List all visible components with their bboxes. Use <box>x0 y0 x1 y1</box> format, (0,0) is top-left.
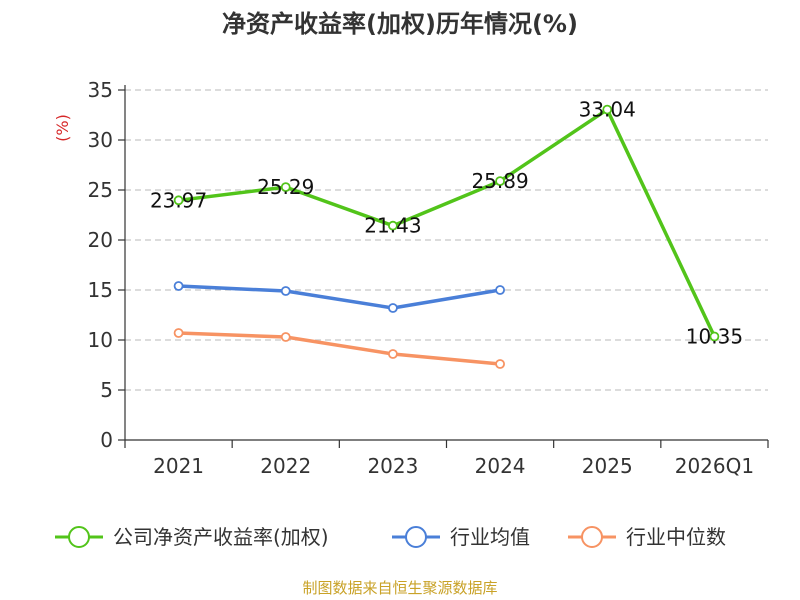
data-point-2-2021[interactable] <box>173 328 184 338</box>
series-line-0 <box>178 107 716 338</box>
data-point-1-2024[interactable] <box>495 285 505 295</box>
data-point-0-2024[interactable] <box>495 176 505 187</box>
legend-marker-0 <box>68 526 90 548</box>
x-tick-label-2024: 2024 <box>475 454 526 478</box>
chart-title: 净资产收益率(加权)历年情况(%) <box>222 10 578 38</box>
data-label-2022: 25.29 <box>257 175 314 199</box>
y-tick-label-20: 20 <box>88 228 113 252</box>
y-tick-label-15: 15 <box>88 278 113 302</box>
x-tick-label-2025: 2025 <box>582 454 633 478</box>
series-0: 23.97 25.29 21.43 25.89 33.04 10.35 <box>150 98 743 349</box>
data-point-1-2022[interactable] <box>280 286 291 296</box>
data-point-0-2026Q1[interactable] <box>709 331 720 342</box>
data-point-0-2023[interactable] <box>388 220 398 231</box>
legend-item-2[interactable]: 行业中位数 <box>568 525 726 549</box>
data-point-0-2021[interactable] <box>173 195 184 206</box>
data-label-2021: 23.97 <box>150 188 207 212</box>
data-label-2024: 25.89 <box>471 169 528 193</box>
data-label-2025: 33.04 <box>579 98 636 122</box>
data-point-2-2024[interactable] <box>495 359 505 369</box>
series-line-1 <box>178 284 501 310</box>
data-point-0-2025[interactable] <box>602 104 613 115</box>
data-point-2-2022[interactable] <box>280 332 291 342</box>
legend[interactable]: 公司净资产收益率(加权) 行业均值 行业中位数 <box>55 525 726 549</box>
x-tick-label-2023: 2023 <box>367 454 418 478</box>
legend-label-1: 行业均值 <box>450 525 530 549</box>
series-1 <box>173 281 505 313</box>
data-point-1-2021[interactable] <box>173 281 184 291</box>
data-point-0-2022[interactable] <box>280 182 291 193</box>
y-tick-label-35: 35 <box>88 78 113 102</box>
data-label-2023: 21.43 <box>364 214 421 238</box>
data-label-2026Q1: 10.35 <box>686 325 743 349</box>
x-tick-label-2021: 2021 <box>153 454 204 478</box>
y-tick-label-5: 5 <box>100 378 113 402</box>
series-group: 23.97 25.29 21.43 25.89 33.04 10.35 <box>150 98 743 369</box>
source-note: 制图数据来自恒生聚源数据库 <box>302 579 497 597</box>
legend-item-1[interactable]: 行业均值 <box>392 525 530 549</box>
y-axis-unit-label: (%) <box>53 114 72 142</box>
y-tick-label-0: 0 <box>100 428 113 452</box>
legend-label-0: 公司净资产收益率(加权) <box>113 525 329 549</box>
y-tick-label-30: 30 <box>88 128 113 152</box>
y-tick-label-10: 10 <box>88 328 113 352</box>
data-point-1-2023[interactable] <box>388 303 398 313</box>
x-tick-label-2022: 2022 <box>260 454 311 478</box>
legend-item-0[interactable]: 公司净资产收益率(加权) <box>55 525 329 549</box>
legend-marker-2 <box>581 526 603 548</box>
series-line-2 <box>178 331 501 366</box>
gridlines <box>125 89 768 391</box>
x-tick-label-2026Q1: 2026Q1 <box>675 454 754 478</box>
data-point-2-2023[interactable] <box>388 349 398 359</box>
legend-marker-1 <box>405 526 427 548</box>
legend-label-2: 行业中位数 <box>626 525 726 549</box>
y-tick-label-25: 25 <box>88 178 113 202</box>
series-2 <box>173 328 505 369</box>
